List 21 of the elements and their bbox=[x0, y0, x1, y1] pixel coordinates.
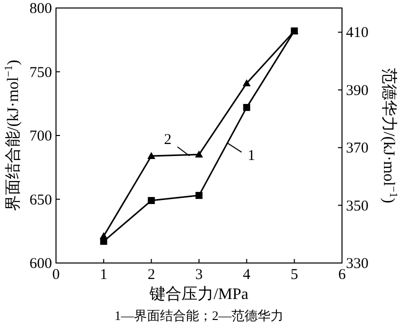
y-tick-label: 600 bbox=[30, 256, 52, 272]
text: 1—界面结合能；2—范德华力 bbox=[114, 308, 284, 323]
annotation: 1 bbox=[248, 148, 256, 164]
x-tick-label: 4 bbox=[242, 267, 251, 283]
y2-tick-label: 330 bbox=[346, 256, 368, 272]
x-tick-label: 6 bbox=[338, 267, 346, 283]
y-tick-label: 800 bbox=[30, 1, 52, 17]
y-tick-label: 750 bbox=[30, 64, 52, 81]
y-tick-label: 700 bbox=[30, 128, 52, 144]
y2-tick-label: 390 bbox=[346, 82, 368, 99]
y2-tick-label: 410 bbox=[346, 25, 368, 42]
x-tick-label: 5 bbox=[290, 267, 298, 283]
x-tick-label: 1 bbox=[100, 267, 108, 283]
x-tick-label: 2 bbox=[148, 267, 156, 283]
x-tick-label: 0 bbox=[52, 267, 60, 283]
y2-tick-label: 370 bbox=[346, 140, 368, 157]
x-axis-title: 键合压力/MPa bbox=[148, 285, 248, 303]
y-tick-label: 650 bbox=[30, 192, 52, 208]
annotation: 2 bbox=[164, 132, 172, 148]
y2-tick-label: 350 bbox=[346, 198, 368, 214]
x-tick-label: 3 bbox=[195, 267, 203, 283]
